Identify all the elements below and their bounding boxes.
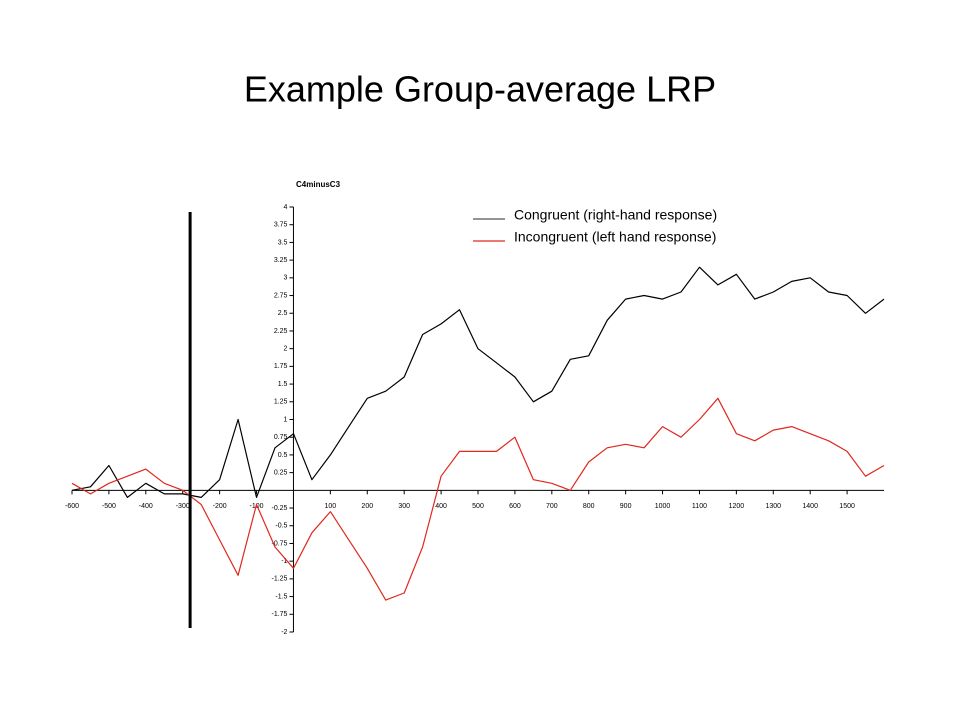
x-tick-label: -200	[213, 503, 227, 510]
y-tick-label: -2	[281, 629, 287, 636]
y-tick-label: 2	[284, 346, 288, 353]
y-tick-label: 2.25	[274, 328, 288, 335]
x-tick-label: 1200	[729, 503, 745, 510]
x-tick-label: 300	[398, 503, 410, 510]
x-tick-label: -100	[250, 503, 264, 510]
x-tick-label: 600	[509, 503, 521, 510]
y-tick-label: 1.25	[274, 399, 288, 406]
x-tick-label: 1300	[765, 503, 781, 510]
x-tick-label: -600	[65, 503, 79, 510]
x-tick-label: 1400	[802, 503, 818, 510]
data-line	[71, 397, 885, 601]
x-tick-label: 400	[435, 503, 447, 510]
x-tick-label: -300	[176, 503, 190, 510]
y-tick-label: -0.25	[271, 505, 287, 512]
y-tick-label: -1.5	[275, 593, 287, 600]
y-tick-label: 1.75	[274, 363, 288, 370]
x-tick-label: 700	[546, 503, 558, 510]
y-tick-label: 3.5	[278, 239, 288, 246]
slide-title: Example Group-average LRP	[244, 69, 716, 110]
legend-label: Congruent (right-hand response)	[514, 207, 717, 223]
y-tick-label: -1	[281, 558, 287, 565]
x-tick-label: 900	[620, 503, 632, 510]
y-axis-label: C4minusC3	[296, 180, 341, 189]
y-tick-label: -1.25	[271, 576, 287, 583]
x-tick-label: 800	[583, 503, 595, 510]
y-tick-label: -0.5	[275, 523, 287, 530]
y-tick-label: 0.5	[278, 452, 288, 459]
y-tick-label: 3.25	[274, 257, 288, 264]
y-tick-label: 2.75	[274, 292, 288, 299]
y-tick-label: 2.5	[278, 310, 288, 317]
x-tick-label: -400	[139, 503, 153, 510]
x-tick-label: 100	[325, 503, 337, 510]
y-tick-label: 4	[284, 204, 288, 211]
x-tick-label: 1500	[839, 503, 855, 510]
y-tick-label: 1.5	[278, 381, 288, 388]
legend-label: Incongruent (left hand response)	[514, 229, 716, 245]
y-tick-label: 0.75	[274, 434, 288, 441]
x-tick-label: 1100	[692, 503, 707, 510]
x-tick-label: 200	[361, 503, 373, 510]
y-tick-label: 0.25	[274, 469, 288, 476]
y-tick-label: 3	[284, 275, 288, 282]
x-tick-label: 500	[472, 503, 484, 510]
y-tick-label: -0.75	[271, 540, 287, 547]
x-tick-label: -500	[102, 503, 116, 510]
data-line	[71, 266, 885, 498]
x-tick-label: 1000	[655, 503, 671, 510]
y-tick-label: -1.75	[271, 611, 287, 618]
y-tick-label: 3.75	[274, 222, 288, 229]
y-tick-label: 1	[284, 416, 288, 423]
